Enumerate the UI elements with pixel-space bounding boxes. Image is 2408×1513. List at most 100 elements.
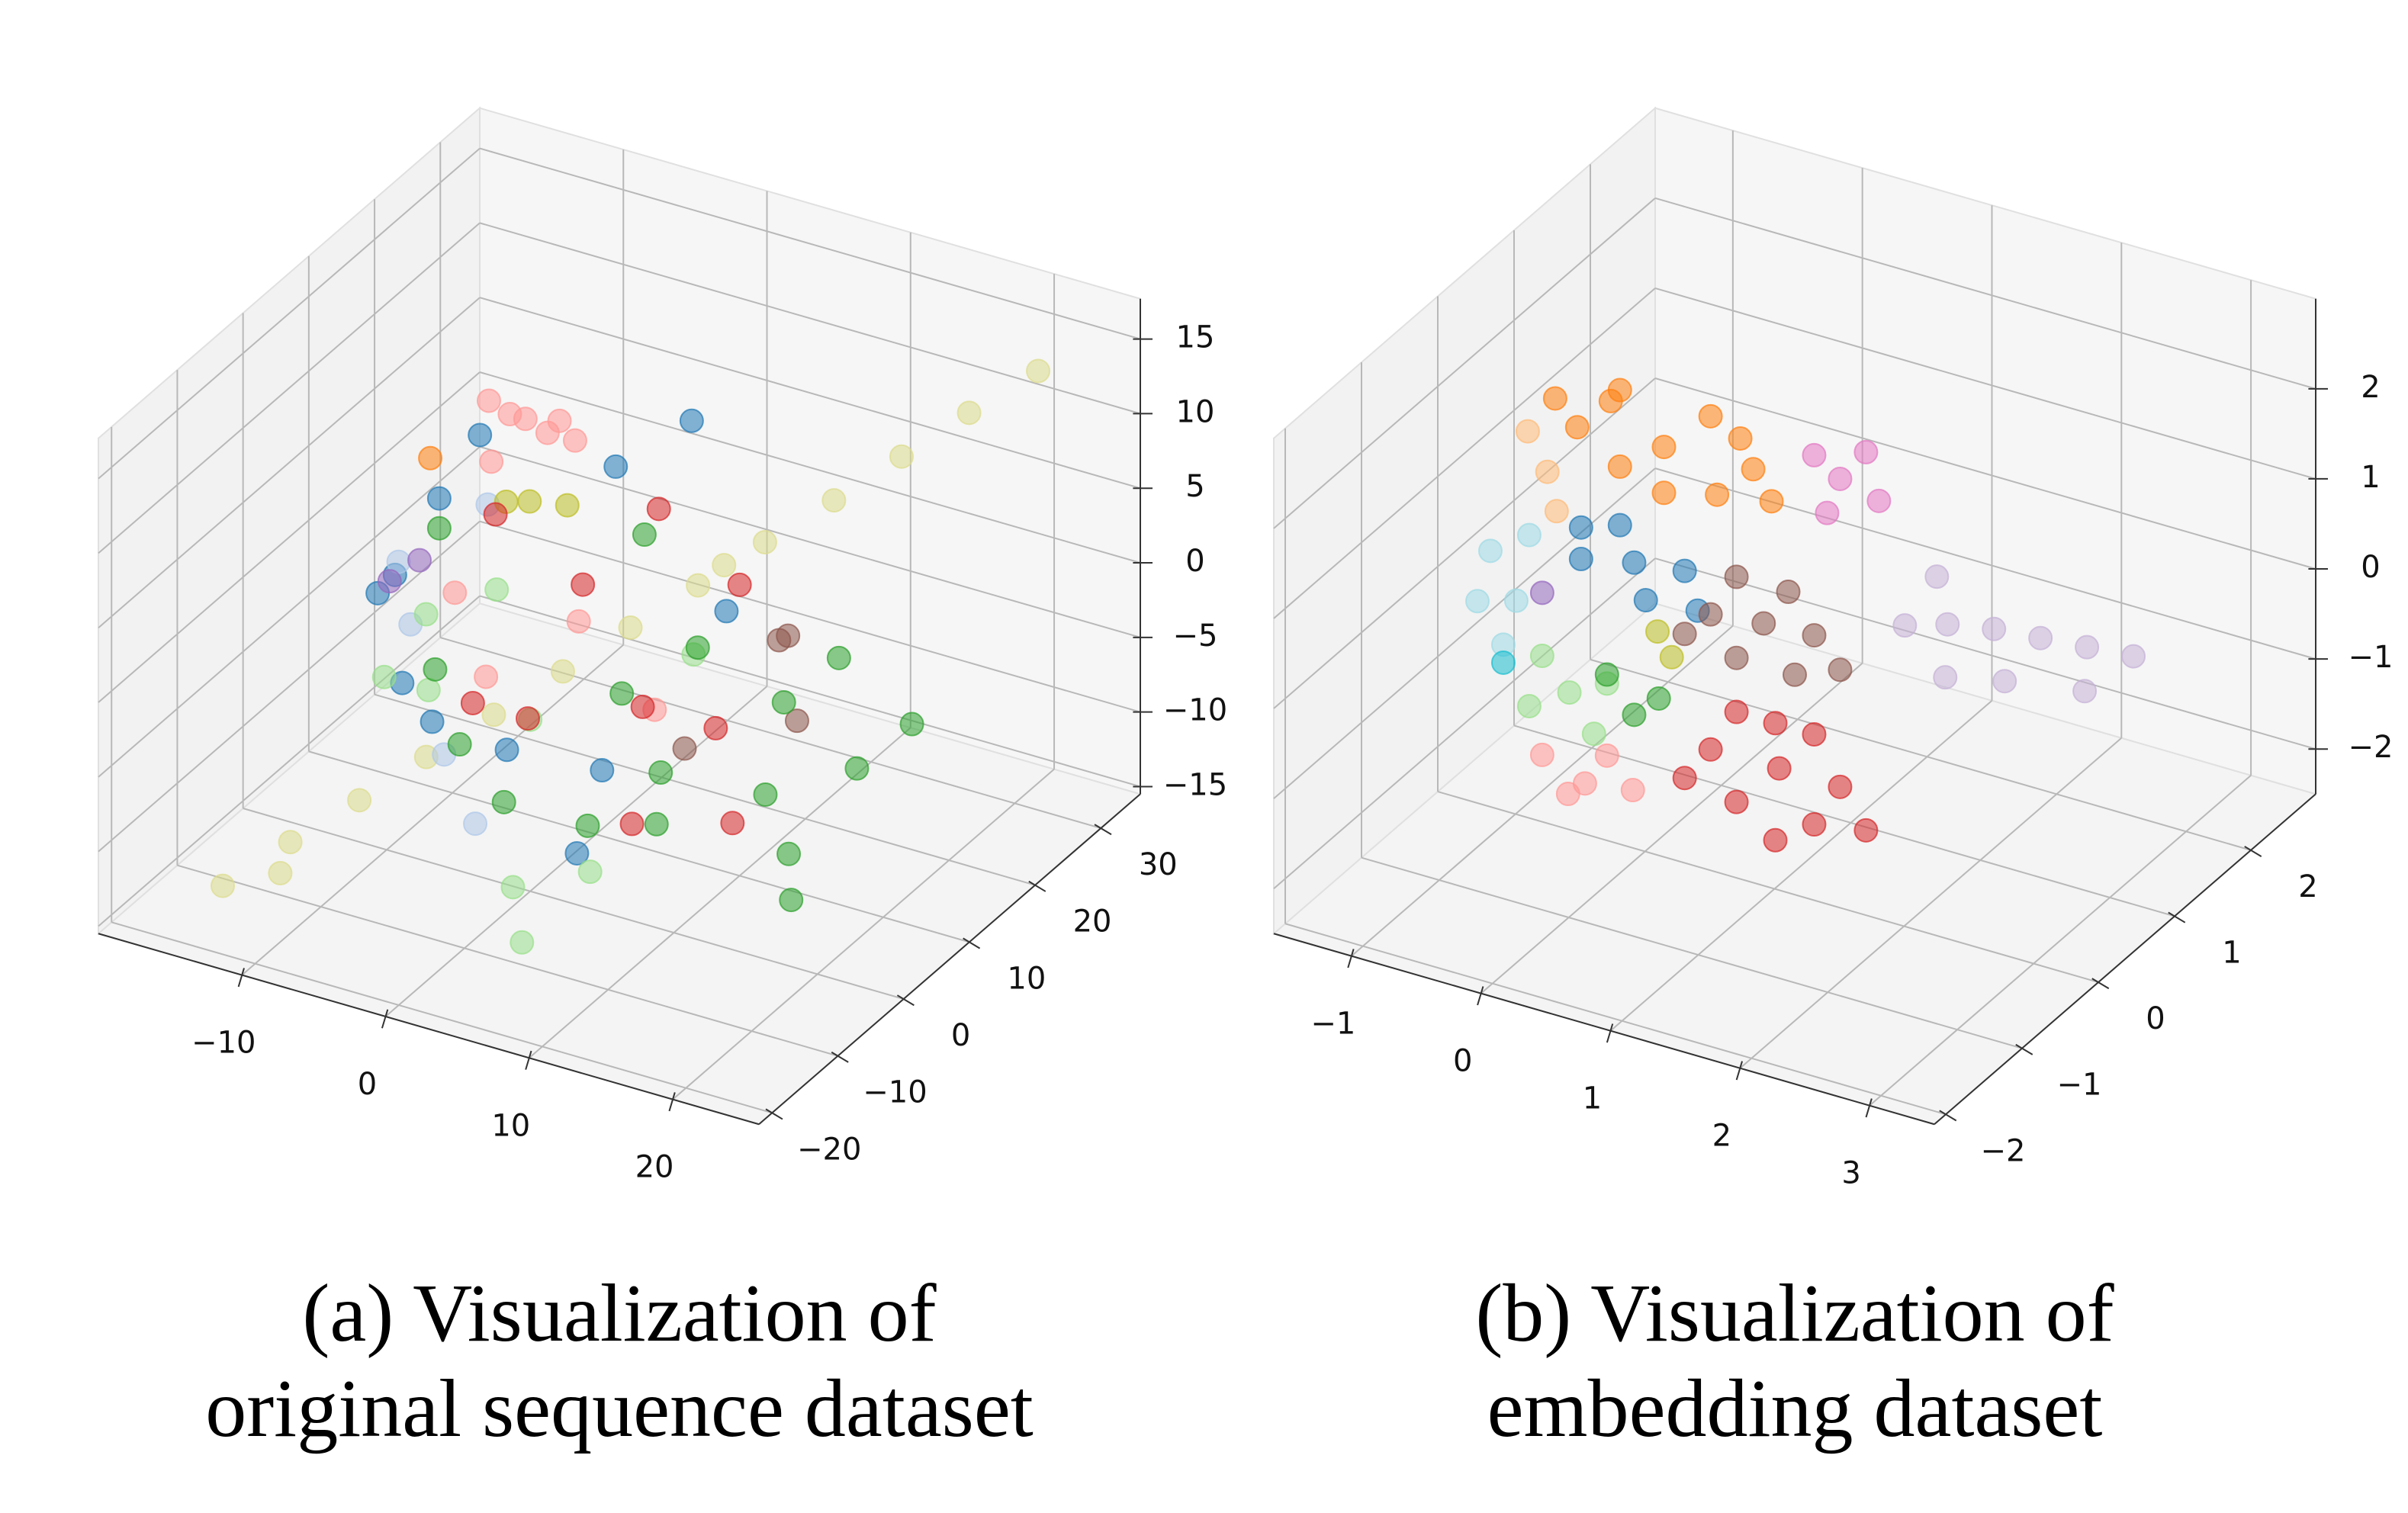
x-axis-line (1273, 933, 1935, 1126)
point (956, 400, 982, 426)
point (2072, 679, 2098, 704)
grid-line (1654, 197, 2316, 390)
point (1853, 439, 1879, 464)
z-tick-label: 0 (1185, 544, 1204, 579)
point (679, 408, 704, 433)
y-axis-line (758, 793, 1141, 1126)
point (1529, 580, 1554, 606)
x-tick-label: 3 (1841, 1156, 1860, 1191)
y-tick-label: 1 (2222, 935, 2241, 970)
point (727, 572, 752, 597)
point (1776, 580, 1801, 605)
point (426, 516, 452, 541)
grid-line (98, 371, 481, 703)
point (720, 811, 745, 836)
tick-mark (896, 994, 915, 1007)
point (1741, 457, 1766, 482)
point (619, 811, 645, 837)
point (377, 569, 402, 594)
point (1828, 774, 1853, 799)
point (491, 789, 516, 814)
point (1633, 588, 1658, 613)
point (1672, 558, 1697, 583)
point (1698, 737, 1723, 762)
grid-line (1273, 377, 1656, 709)
y-tick-label: −2 (1981, 1133, 2026, 1168)
point (1828, 657, 1853, 683)
grid-line (479, 520, 1141, 713)
point (547, 408, 572, 433)
point (779, 888, 804, 913)
point (468, 422, 493, 448)
grid-line (439, 637, 1101, 830)
point (776, 841, 802, 866)
tick-mark (1477, 986, 1484, 1006)
point (564, 840, 590, 866)
tick-mark (525, 1050, 532, 1070)
tick-mark (1606, 1023, 1614, 1043)
point (618, 615, 643, 641)
grid-line (1351, 625, 1734, 957)
tick-mark (1094, 824, 1112, 836)
point (550, 659, 575, 684)
point (442, 580, 468, 606)
x-tick-label: 1 (1583, 1081, 1602, 1116)
point (1724, 645, 1749, 670)
grid-line (479, 147, 1141, 340)
grid-line (1654, 377, 2316, 570)
point (767, 628, 792, 653)
grid-line (1654, 557, 2316, 750)
grid-line (1284, 923, 1947, 1116)
point (1464, 589, 1490, 614)
point (632, 522, 657, 548)
grid-line (529, 727, 911, 1059)
grid-line (1273, 288, 1656, 619)
point (603, 454, 629, 479)
x-tick-label: 0 (358, 1067, 377, 1102)
point (1490, 650, 1516, 675)
point (268, 860, 293, 885)
point (426, 486, 452, 511)
grid-line (479, 222, 1141, 415)
z-tick-label: 1 (2361, 460, 2380, 495)
point (1802, 623, 1827, 648)
y-tick-label: 10 (1007, 961, 1046, 996)
z-tick-label: 15 (1176, 320, 1215, 355)
point (566, 609, 591, 634)
point (571, 572, 596, 597)
point (1607, 512, 1632, 538)
x-tick-label: 2 (1712, 1119, 1731, 1154)
y-axis-line (1934, 793, 2316, 1126)
tick-mark (963, 937, 981, 949)
point (1544, 499, 1569, 524)
y-tick-label: 2 (2298, 869, 2317, 904)
point (1924, 564, 1950, 589)
y-tick-label: −20 (797, 1132, 861, 1167)
point (1564, 415, 1590, 440)
point (686, 573, 711, 598)
point (1659, 644, 1684, 670)
point (644, 811, 669, 837)
point (1763, 711, 1788, 736)
point (510, 930, 535, 955)
point (648, 760, 674, 785)
y-tick-label: −1 (2057, 1068, 2102, 1103)
point (1802, 812, 1827, 837)
grid-line (479, 297, 1141, 490)
point (517, 489, 542, 514)
tick-mark (2244, 846, 2262, 857)
point (1622, 702, 1647, 728)
point (1672, 766, 1697, 791)
point (1828, 466, 1853, 491)
tick-mark (765, 1108, 783, 1120)
grid-line (98, 595, 481, 927)
point (1698, 602, 1723, 627)
point (481, 702, 506, 728)
point (1651, 480, 1677, 506)
x-axis-line (98, 933, 760, 1126)
grid-line (1437, 791, 2099, 984)
point (646, 496, 671, 522)
grid-line (672, 768, 1055, 1100)
point (407, 548, 432, 573)
grid-line (1480, 662, 1863, 994)
